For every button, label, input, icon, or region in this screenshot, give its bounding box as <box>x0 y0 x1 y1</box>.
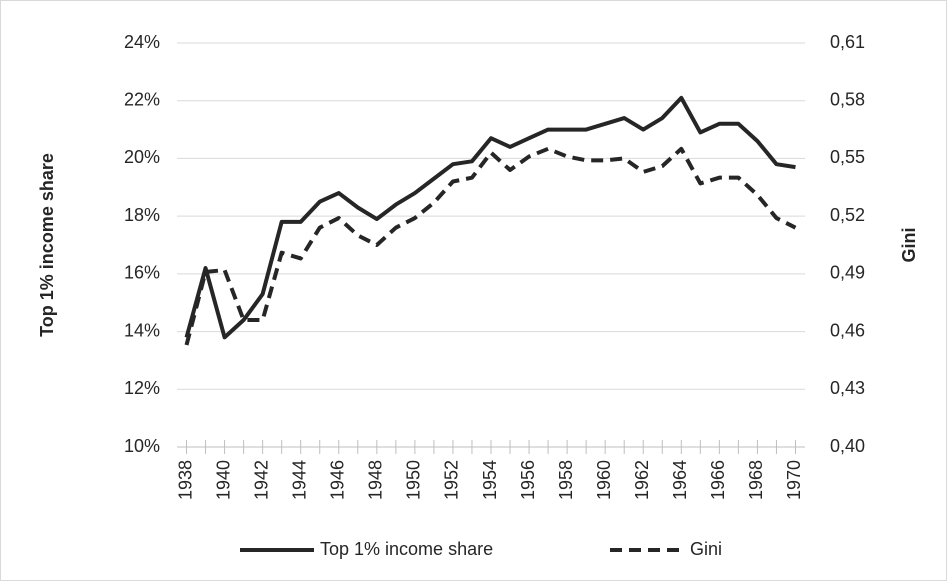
x-tick-label: 1960 <box>594 460 614 500</box>
x-tick-label: 1958 <box>556 460 576 500</box>
y2-tick-label: 0,61 <box>830 32 865 52</box>
x-tick-label: 1940 <box>213 460 233 500</box>
y-tick-label: 12% <box>124 378 160 398</box>
x-tick-label: 1944 <box>289 460 309 500</box>
x-tick-label: 1956 <box>518 460 538 500</box>
y-tick-label: 20% <box>124 147 160 167</box>
y-tick-label: 14% <box>124 320 160 340</box>
y-tick-label: 16% <box>124 263 160 283</box>
x-tick-label: 1952 <box>442 460 462 500</box>
x-tick-label: 1938 <box>175 460 195 500</box>
x-tick-label: 1954 <box>480 460 500 500</box>
series-line <box>184 95 796 340</box>
y-tick-label: 22% <box>124 89 160 109</box>
y-tick-label: 24% <box>124 32 160 52</box>
y-tick-label: 10% <box>124 436 160 456</box>
y2-tick-label: 0,40 <box>830 436 865 456</box>
x-tick-label: 1970 <box>784 460 804 500</box>
y2-tick-label: 0,55 <box>830 147 865 167</box>
y2-tick-label: 0,46 <box>830 320 865 340</box>
y2-axis-title: Gini <box>899 228 919 263</box>
x-tick-label: 1966 <box>708 460 728 500</box>
y2-tick-label: 0,52 <box>830 205 865 225</box>
x-tick-label: 1968 <box>746 460 766 500</box>
x-tick-label: 1942 <box>251 460 271 500</box>
x-tick-label: 1948 <box>366 460 386 500</box>
legend-label: Top 1% income share <box>320 539 493 559</box>
y2-tick-label: 0,58 <box>830 89 865 109</box>
x-tick-label: 1950 <box>404 460 424 500</box>
legend-label: Gini <box>690 539 722 559</box>
y-axis-title: Top 1% income share <box>37 153 57 337</box>
x-tick-label: 1964 <box>670 460 690 500</box>
y2-tick-label: 0,49 <box>830 263 865 283</box>
x-tick-label: 1962 <box>632 460 652 500</box>
y2-tick-label: 0,43 <box>830 378 865 398</box>
y-tick-label: 18% <box>124 205 160 225</box>
x-tick-label: 1946 <box>328 460 348 500</box>
